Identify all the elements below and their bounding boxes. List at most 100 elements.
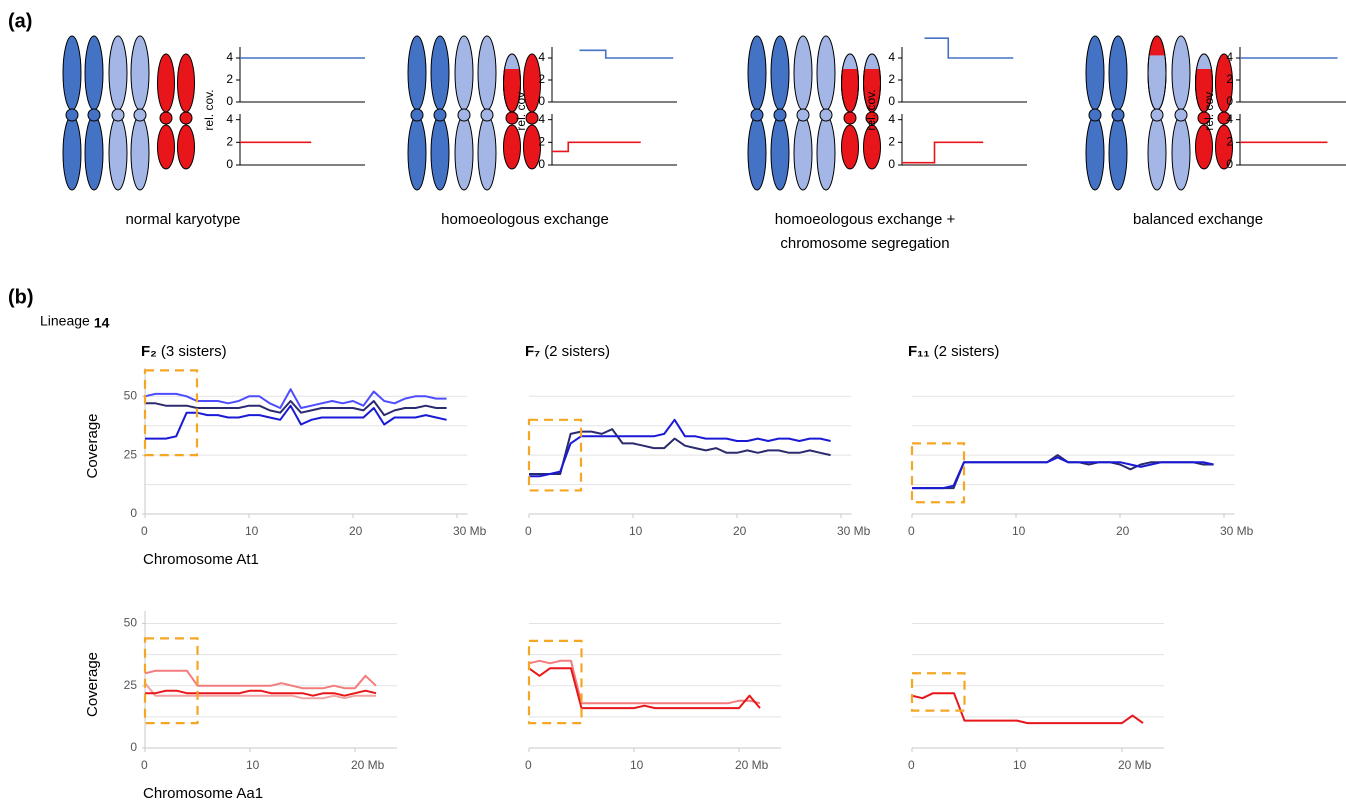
x-tick-label: 10 xyxy=(245,524,259,538)
chart-title-bold: F₁₁ xyxy=(908,343,930,360)
x-tick-label: 20 xyxy=(1116,524,1130,538)
caption: homoeologous exchange + xyxy=(775,211,956,228)
y-tick-label: 4 xyxy=(226,112,233,126)
y-tick-label: 0 xyxy=(888,157,895,171)
coverage-line xyxy=(528,659,761,705)
x-tick-label: 20 xyxy=(349,524,363,538)
chromosome-arm xyxy=(770,115,790,191)
x-tick-label: 30 Mb xyxy=(453,524,487,538)
chromosome-arm xyxy=(130,115,150,191)
coverage-line xyxy=(552,141,641,153)
centromere xyxy=(865,111,879,125)
y-tick-label: 4 xyxy=(888,112,895,126)
y-tick-label: 2 xyxy=(888,72,895,86)
y-tick-label: 0 xyxy=(538,157,545,171)
chromosome-arm xyxy=(454,35,474,111)
chromosome-arm xyxy=(747,35,767,111)
chromosome-arm xyxy=(523,124,541,170)
x-tick-label: 0 xyxy=(141,524,148,538)
coverage-line xyxy=(145,689,377,697)
chromosome-arm xyxy=(108,35,128,111)
y-tick-label: 4 xyxy=(1226,112,1233,126)
y-tick-label: 2 xyxy=(538,135,545,149)
x-tick-label: 0 xyxy=(525,524,532,538)
y-tick-label: 2 xyxy=(226,135,233,149)
chromosome-arm xyxy=(1108,35,1128,111)
x-tick-label: 10 xyxy=(1012,524,1026,538)
coverage-line xyxy=(528,667,761,710)
centromere xyxy=(179,111,193,125)
highlight-box xyxy=(527,639,583,725)
x-tick-label: 0 xyxy=(141,758,148,772)
y-tick-label: 0 xyxy=(226,94,233,108)
centromere xyxy=(111,108,125,122)
chromosome-arm xyxy=(157,53,175,113)
chromosome-arm xyxy=(430,115,450,191)
chromosome-arm xyxy=(407,35,427,111)
y-axis-label: Coverage xyxy=(84,652,101,717)
y-tick-label: 4 xyxy=(538,112,545,126)
highlight-box xyxy=(910,442,966,504)
highlight-box xyxy=(143,637,199,725)
y-tick-label: 50 xyxy=(124,616,138,630)
centromere xyxy=(1197,111,1211,125)
chromosome-arm xyxy=(1085,115,1105,191)
chart-title: (2 sisters) xyxy=(544,343,610,360)
panel-label: (b) xyxy=(8,286,34,308)
chromosome-arm xyxy=(747,115,767,191)
chart-title: (3 sisters) xyxy=(161,343,227,360)
y-tick-label: 2 xyxy=(226,72,233,86)
y-axis-label: rel. cov. xyxy=(514,89,528,130)
chromosome-arm xyxy=(177,53,195,113)
y-axis-label: rel. cov. xyxy=(202,89,216,130)
x-tick-label: 10 xyxy=(1013,758,1027,772)
chromosome-arm xyxy=(430,35,450,111)
chromosome-arm xyxy=(863,124,881,170)
chromosome-arm xyxy=(816,35,836,111)
caption: chromosome segregation xyxy=(780,235,949,252)
coverage-line xyxy=(579,49,674,59)
chromosome-arm xyxy=(1195,124,1213,170)
caption: homoeologous exchange xyxy=(441,211,609,228)
y-axis-label: Coverage xyxy=(84,413,101,478)
chromosome-arm xyxy=(1215,124,1233,170)
y-tick-label: 4 xyxy=(1226,50,1233,64)
chromosome-arm xyxy=(793,115,813,191)
x-tick-label: 0 xyxy=(525,758,532,772)
chromosome-arm xyxy=(1108,115,1128,191)
x-axis-label: Chromosome At1 xyxy=(143,551,259,568)
chart-title: (2 sisters) xyxy=(934,343,1000,360)
coverage-line xyxy=(912,456,1214,490)
centromere xyxy=(410,108,424,122)
y-axis-label: rel. cov. xyxy=(1202,89,1216,130)
x-tick-label: 10 xyxy=(246,758,260,772)
y-axis-label: rel. cov. xyxy=(864,89,878,130)
chromosome-arm xyxy=(84,35,104,111)
chromosome-arm xyxy=(1171,35,1191,111)
y-tick-label: 0 xyxy=(538,94,545,108)
chromosome-arm xyxy=(130,35,150,111)
centromere xyxy=(1150,108,1164,122)
chromosome-arm xyxy=(62,115,82,191)
y-tick-label: 0 xyxy=(1226,157,1233,171)
centromere xyxy=(480,108,494,122)
centromere xyxy=(87,108,101,122)
y-tick-label: 25 xyxy=(124,678,138,692)
coverage-line xyxy=(911,692,1144,725)
chromosome-arm xyxy=(477,115,497,191)
chromosome-arm xyxy=(816,115,836,191)
centromere xyxy=(133,108,147,122)
y-tick-label: 2 xyxy=(1226,72,1233,86)
x-tick-label: 30 Mb xyxy=(1220,524,1254,538)
y-tick-label: 2 xyxy=(538,72,545,86)
chromosome-segment xyxy=(1149,36,1165,56)
centromere xyxy=(750,108,764,122)
centromere xyxy=(796,108,810,122)
coverage-line xyxy=(529,428,831,475)
x-axis-label: Chromosome Aa1 xyxy=(143,785,263,802)
x-tick-label: 20 Mb xyxy=(1118,758,1152,772)
x-tick-label: 0 xyxy=(908,524,915,538)
chromosome-arm xyxy=(841,124,859,170)
y-tick-label: 0 xyxy=(226,157,233,171)
